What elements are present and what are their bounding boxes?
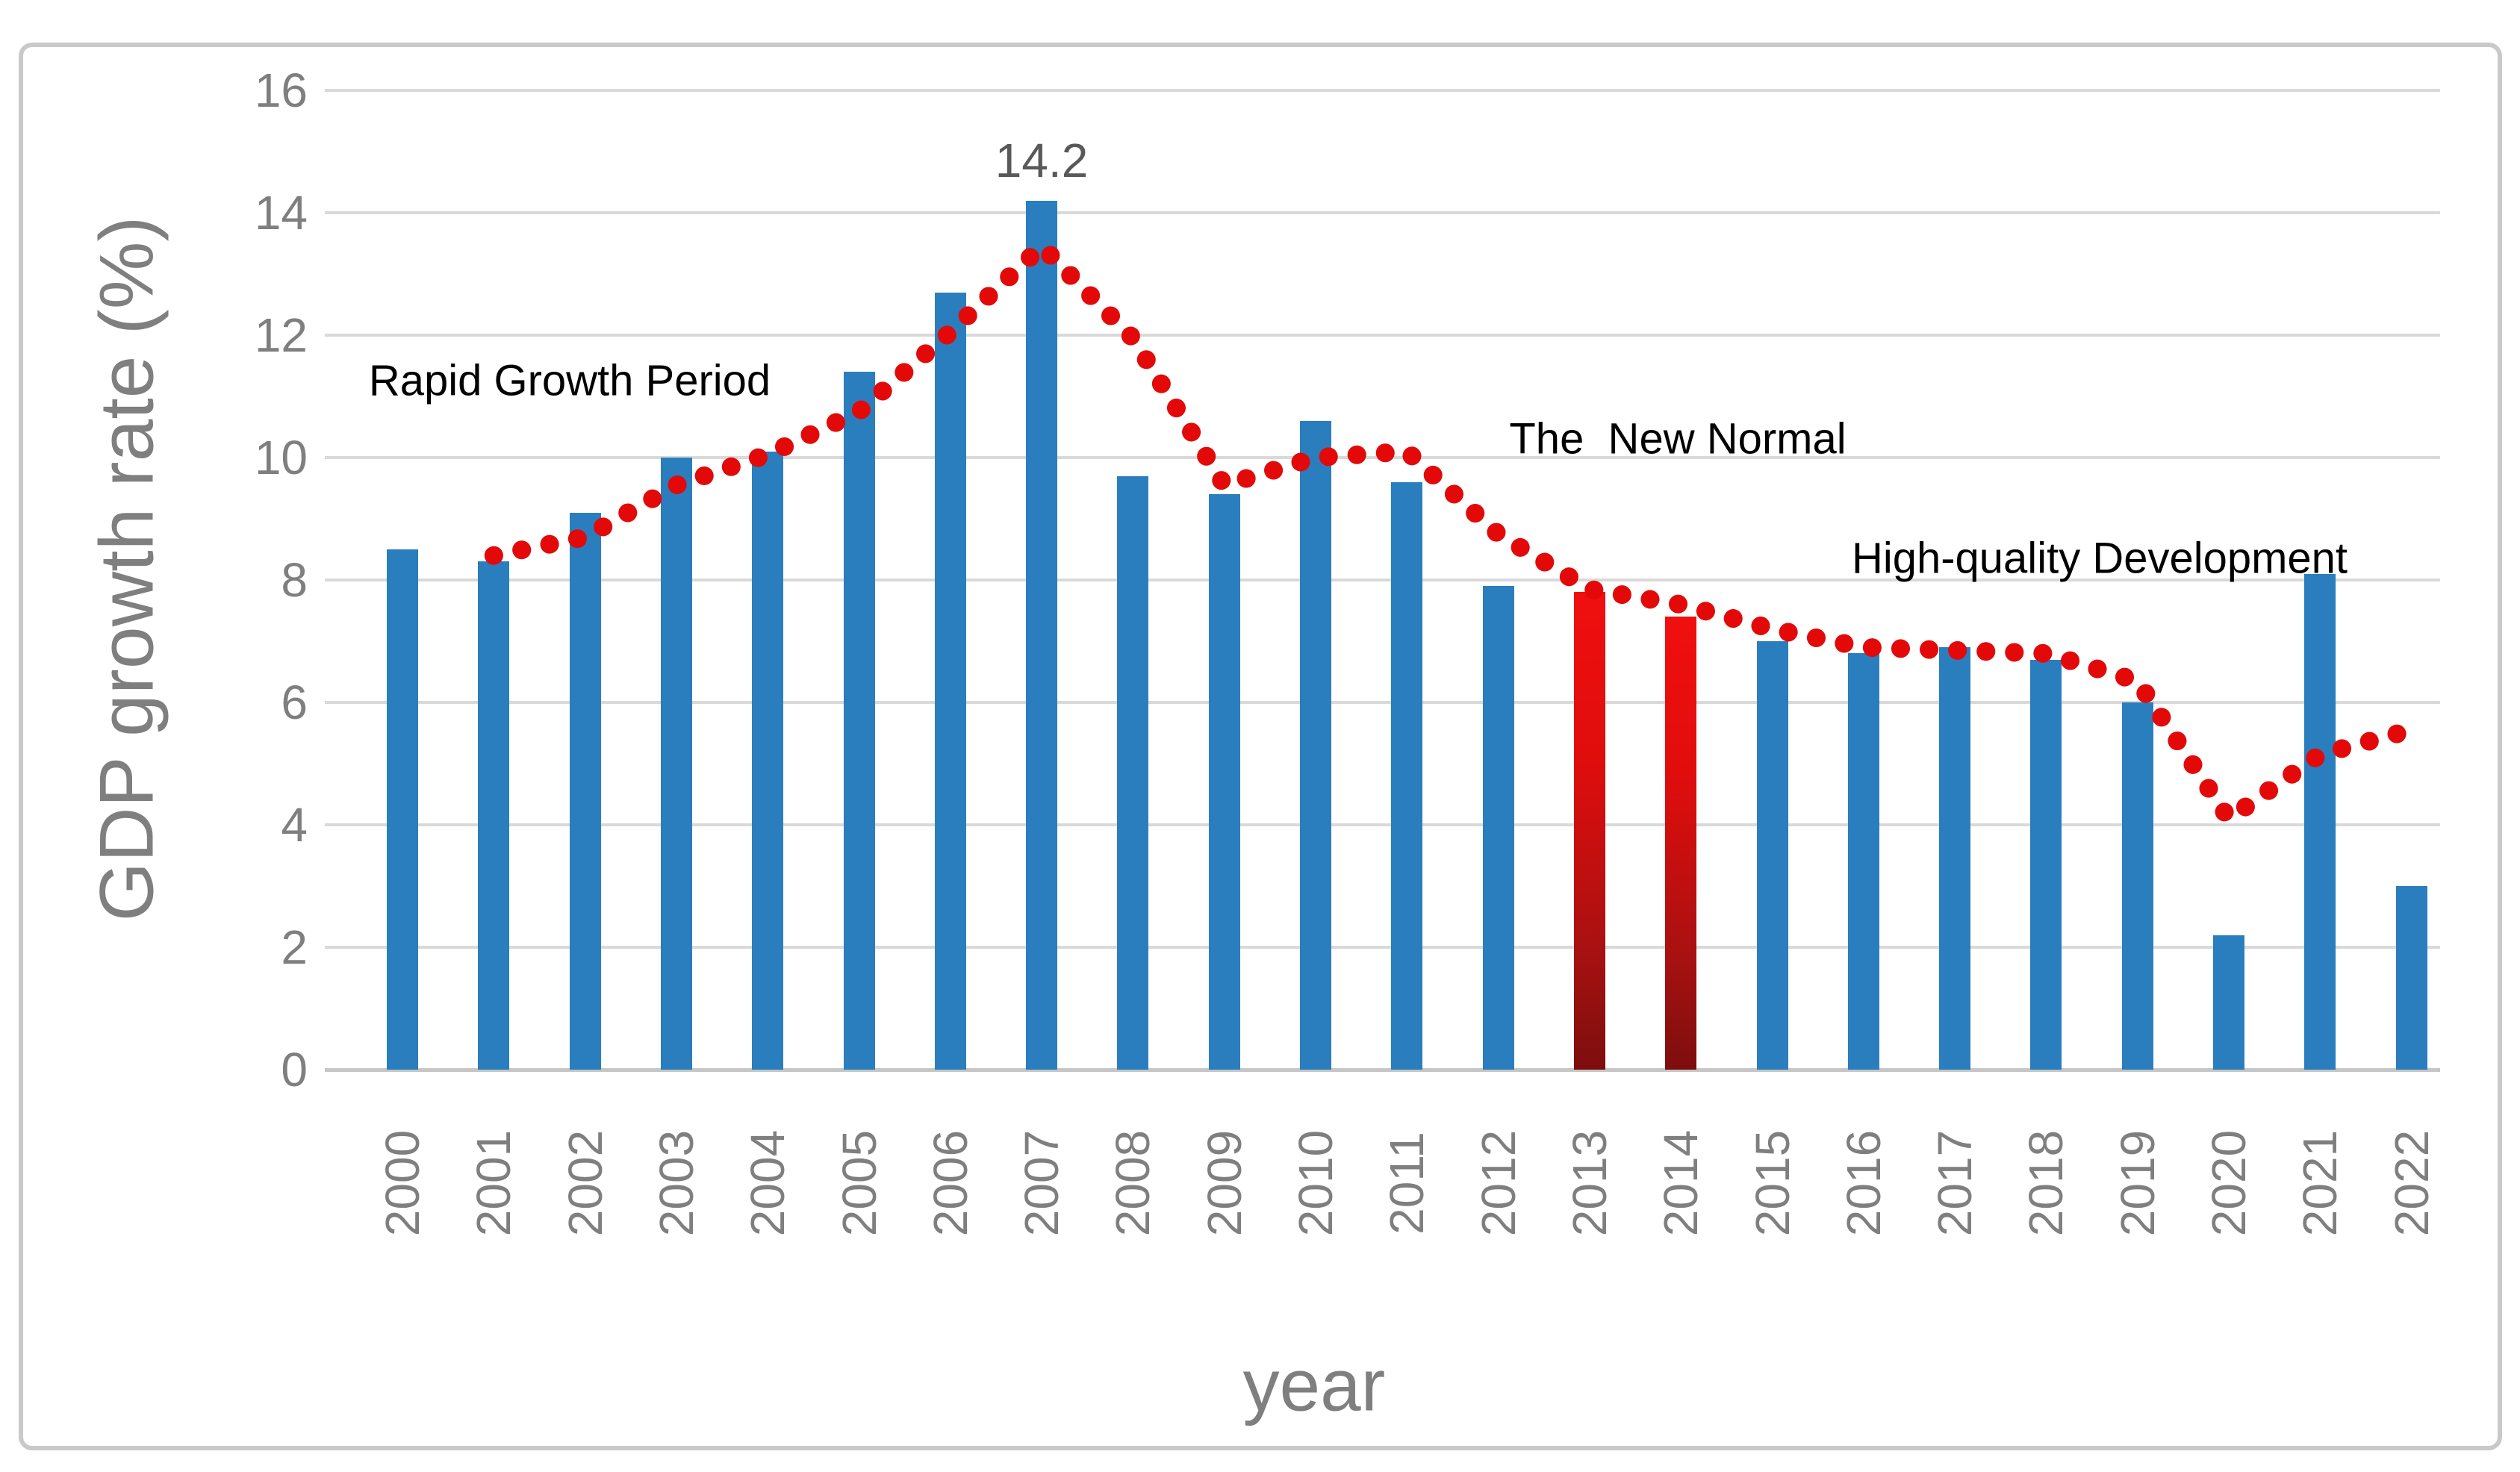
x-tick-label-2017: 2017 — [1928, 1129, 1982, 1237]
bar-2002 — [569, 512, 601, 1070]
x-tick-label-2020: 2020 — [2202, 1129, 2256, 1237]
y-tick-label-4: 4 — [281, 798, 308, 852]
bar-2008 — [1117, 475, 1149, 1070]
y-tick-label-10: 10 — [254, 431, 308, 484]
bar-2011 — [1391, 481, 1423, 1070]
y-tick-label-14: 14 — [254, 186, 308, 240]
bar-2015 — [1756, 641, 1788, 1070]
x-axis-baseline — [325, 1068, 2440, 1072]
x-tick-label-2006: 2006 — [923, 1129, 977, 1237]
x-tick-label-2009: 2009 — [1197, 1129, 1251, 1237]
x-tick-label-2016: 2016 — [1836, 1129, 1891, 1237]
bar-2014 — [1665, 617, 1697, 1070]
gridline-14 — [325, 211, 2440, 214]
bar-2013 — [1573, 592, 1605, 1070]
gridline-2 — [325, 946, 2440, 949]
x-tick-label-2008: 2008 — [1106, 1129, 1160, 1237]
bar-2010 — [1300, 420, 1331, 1070]
bar-2009 — [1208, 494, 1240, 1070]
x-tick-label-2012: 2012 — [1471, 1129, 1525, 1237]
x-tick-label-2014: 2014 — [1654, 1129, 1708, 1237]
bar-2006 — [934, 292, 966, 1070]
bar-2017 — [1939, 647, 1971, 1070]
bar-2020 — [2213, 935, 2244, 1070]
gridline-10 — [325, 456, 2440, 459]
gridline-16 — [325, 89, 2440, 92]
x-tick-label-2002: 2002 — [558, 1129, 612, 1237]
bar-2021 — [2304, 573, 2336, 1070]
x-tick-label-2019: 2019 — [2110, 1129, 2165, 1237]
annotation-the-new-normal: The New Normal — [1509, 414, 1847, 464]
y-tick-label-8: 8 — [281, 553, 308, 607]
bar-2004 — [752, 451, 784, 1070]
bar-2005 — [843, 372, 875, 1070]
annotation-high-quality-development: High-quality Development — [1851, 534, 2348, 583]
bar-2016 — [1847, 653, 1879, 1070]
bar-2003 — [660, 458, 692, 1070]
y-axis-title: GDP growth rate (%) — [84, 216, 169, 922]
x-tick-label-2018: 2018 — [2019, 1129, 2073, 1237]
y-tick-label-0: 0 — [281, 1043, 308, 1097]
x-tick-label-2011: 2011 — [1380, 1132, 1434, 1235]
x-tick-label-2022: 2022 — [2384, 1129, 2439, 1237]
x-tick-label-2003: 2003 — [649, 1129, 703, 1237]
annotation-rapid-growth-period: Rapid Growth Period — [368, 356, 771, 405]
bar-2000 — [387, 549, 418, 1070]
x-tick-label-2015: 2015 — [1745, 1129, 1799, 1237]
x-tick-label-2005: 2005 — [832, 1129, 886, 1237]
y-tick-label-16: 16 — [254, 63, 308, 117]
bar-2019 — [2121, 702, 2153, 1070]
bar-2001 — [478, 561, 510, 1070]
x-tick-label-2013: 2013 — [1562, 1129, 1617, 1237]
x-tick-label-2010: 2010 — [1289, 1129, 1343, 1237]
x-tick-label-2000: 2000 — [376, 1129, 429, 1237]
x-tick-label-2001: 2001 — [467, 1129, 521, 1237]
gridline-12 — [325, 334, 2440, 337]
y-tick-label-12: 12 — [254, 308, 308, 362]
bar-2018 — [2030, 659, 2062, 1070]
x-tick-label-2004: 2004 — [741, 1129, 795, 1237]
y-tick-label-2: 2 — [281, 920, 308, 974]
x-tick-label-2007: 2007 — [1015, 1129, 1069, 1237]
x-axis-title: year — [1242, 1344, 1386, 1426]
peak-value-label: 14.2 — [995, 134, 1089, 187]
y-tick-label-6: 6 — [281, 676, 308, 729]
x-tick-label-2021: 2021 — [2293, 1129, 2348, 1237]
bar-2012 — [1482, 586, 1514, 1070]
bar-2007 — [1026, 200, 1058, 1070]
bar-2022 — [2395, 886, 2427, 1070]
